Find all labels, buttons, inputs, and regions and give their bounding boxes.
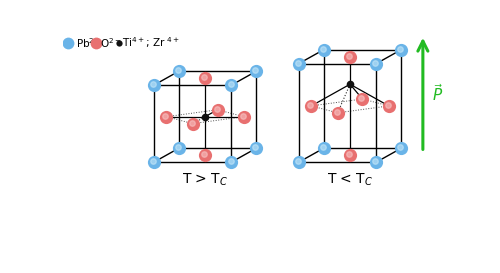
Text: Pb$^{2+}$: Pb$^{2+}$ [76,36,102,50]
Text: Ti$^{4+}$; Zr $^{4+}$: Ti$^{4+}$; Zr $^{4+}$ [122,35,180,50]
Text: T < T$_C$: T < T$_C$ [327,171,373,188]
Text: T > T$_C$: T > T$_C$ [182,171,228,188]
Text: $\vec{P}$: $\vec{P}$ [432,83,444,104]
Text: O$^{2-}$: O$^{2-}$ [100,36,122,50]
